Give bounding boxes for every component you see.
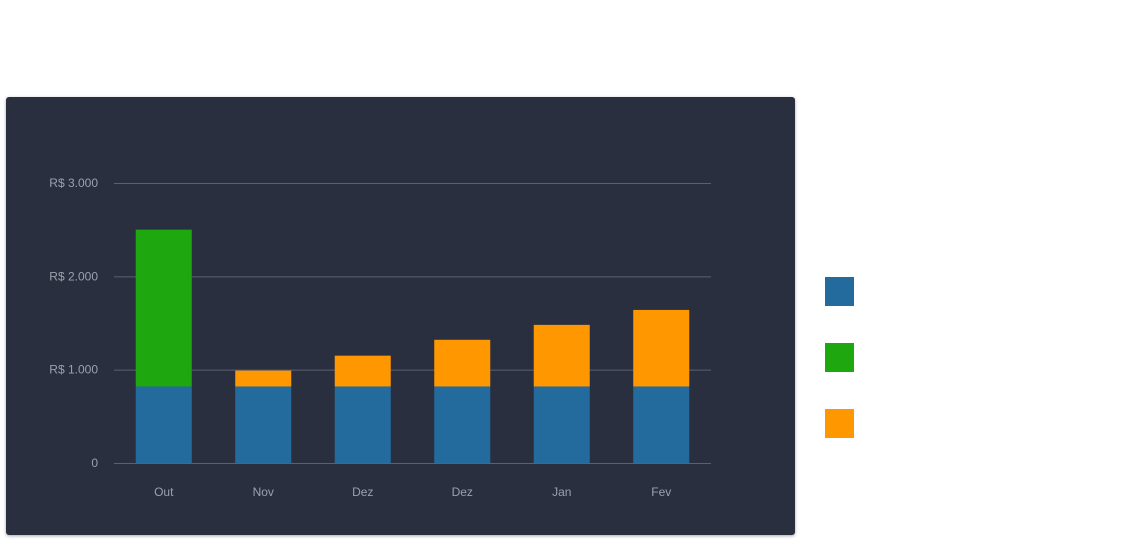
bar-1-series-0	[235, 386, 292, 463]
bar-0-series-0	[135, 386, 192, 463]
legend-item-0[interactable]	[825, 277, 1125, 306]
bar-3-series-0	[434, 386, 491, 463]
bar-0-series-1	[135, 229, 192, 387]
y-tick-label-1: R$ 1.000	[49, 363, 98, 377]
bar-5-series-0	[633, 386, 690, 463]
bar-chart: 0 R$ 1.000 R$ 2.000 R$ 3.000 Out Nov Dez Dez Jan…	[49, 176, 711, 499]
legend-item-2[interactable]	[825, 409, 1125, 438]
bar-4-series-2	[533, 324, 590, 387]
x-tick-label-0: Out	[154, 485, 174, 499]
legend-swatch-0	[825, 277, 854, 306]
legend-item-1[interactable]	[825, 343, 1125, 372]
bar-5-series-2	[633, 309, 690, 387]
legend-swatch-1	[825, 343, 854, 372]
bar-4-series-0	[533, 386, 590, 463]
chart-legend	[825, 277, 1125, 475]
x-tick-label-1: Nov	[253, 485, 274, 499]
y-tick-label-0: 0	[91, 456, 98, 470]
y-tick-label-3: R$ 3.000	[49, 176, 98, 190]
bar-2-series-0	[334, 386, 391, 463]
x-tick-label-2: Dez	[352, 485, 373, 499]
bar-1-series-2	[235, 370, 292, 387]
y-tick-label-2: R$ 2.000	[49, 269, 98, 283]
legend-swatch-2	[825, 409, 854, 438]
bar-3-series-2	[434, 339, 491, 387]
bar-2-series-2	[334, 355, 391, 387]
x-tick-label-3: Dez	[452, 485, 473, 499]
chart-card: 0 R$ 1.000 R$ 2.000 R$ 3.000 Out Nov Dez Dez Jan…	[6, 97, 795, 535]
x-tick-label-4: Jan	[552, 485, 571, 499]
x-tick-label-5: Fev	[651, 485, 671, 499]
